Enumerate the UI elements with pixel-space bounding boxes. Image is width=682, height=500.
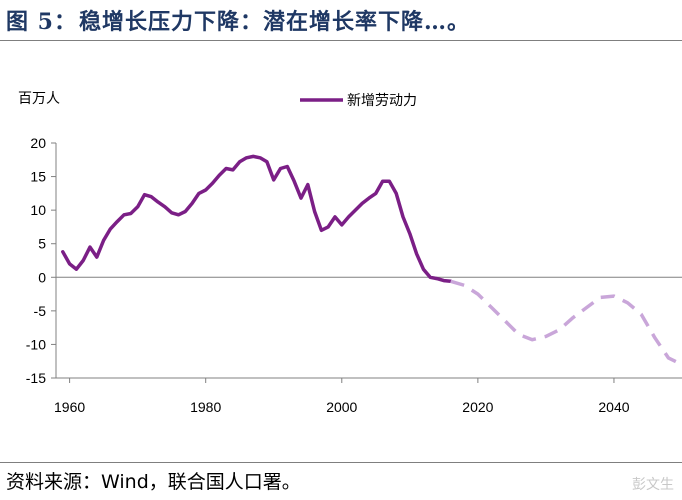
watermark-text: 彭文生 [632,477,674,493]
figure-title-text: 稳增长压力下降：潜在增长率下降…。 [78,9,470,35]
y-axis-unit-label: 百万人 [18,91,60,107]
source-divider [0,462,682,463]
x-tick-label: 1960 [54,399,85,415]
x-tick-label: 2000 [326,399,357,415]
figure-title: 图 5：稳增长压力下降：潜在增长率下降…。 [6,4,470,36]
labor-force-line [61,154,453,284]
y-tick-label: -10 [26,336,46,352]
title-divider [0,40,682,41]
projection-line [450,279,682,367]
x-tick-label: 2040 [598,399,629,415]
y-tick-label: 15 [30,169,46,185]
y-tick-label: 5 [38,236,46,252]
y-tick-label: -15 [26,370,46,386]
y-tick-label: 10 [30,202,46,218]
legend: 新增劳动力 [300,93,417,109]
y-tick-label: 0 [38,269,46,285]
series-lines [61,154,682,367]
legend-label: 新增劳动力 [347,93,417,109]
figure-label: 图 5： [6,9,77,35]
x-tick-label: 2020 [462,399,493,415]
axes: 20 15 10 5 0 -5 -10 -15 1960 1980 2000 2020 2040 [26,135,682,415]
source-note: 资料来源：Wind，联合国人口署。 [6,471,301,493]
y-tick-label: 20 [30,135,46,151]
x-tick-label: 1980 [190,399,221,415]
y-tick-label: -5 [34,303,47,319]
